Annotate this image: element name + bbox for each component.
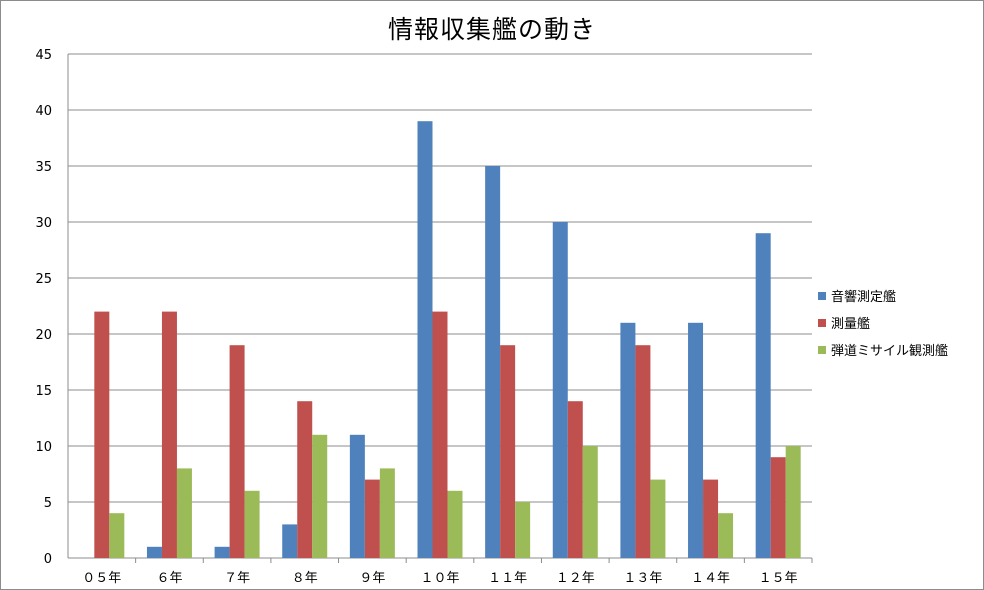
bar xyxy=(770,457,786,558)
x-tick-label: １３年 xyxy=(623,571,662,586)
y-tick-label: 40 xyxy=(35,104,52,119)
x-tick-label: ８年 xyxy=(292,571,318,586)
bar xyxy=(282,524,298,558)
bar xyxy=(432,311,448,558)
chart-title: 情報収集艦の動き xyxy=(387,15,596,44)
y-tick-label: 0 xyxy=(44,552,52,567)
y-tick-label: 30 xyxy=(35,216,52,231)
bar xyxy=(500,345,516,558)
y-tick-label: 35 xyxy=(35,160,52,175)
x-tick-label: １５年 xyxy=(759,571,798,586)
bar xyxy=(755,233,771,558)
bar xyxy=(297,401,313,558)
bar xyxy=(214,546,230,558)
y-tick-label: 45 xyxy=(35,48,52,63)
x-tick-label: ０５年 xyxy=(82,571,121,586)
bar xyxy=(635,345,651,558)
bar xyxy=(244,490,260,558)
bar xyxy=(379,468,395,558)
x-tick-label: ９年 xyxy=(359,571,385,586)
legend-label: 弾道ミサイル観測艦 xyxy=(831,344,949,359)
x-tick-label: １２年 xyxy=(556,571,595,586)
bar xyxy=(109,513,125,558)
legend-swatch xyxy=(818,291,826,300)
legend-item-acoustic: 音響測定艦 xyxy=(818,282,948,309)
legend-item-missile: 弾道ミサイル観測艦 xyxy=(818,336,948,363)
bar xyxy=(229,345,245,558)
legend-item-survey: 測量艦 xyxy=(818,309,948,336)
bar xyxy=(312,434,328,558)
bar xyxy=(650,479,666,558)
legend-swatch xyxy=(818,318,826,327)
bar xyxy=(582,446,598,558)
legend-swatch xyxy=(818,345,826,354)
y-tick-label: 10 xyxy=(35,440,52,455)
legend-label: 音響測定艦 xyxy=(831,290,897,305)
y-tick-label: 15 xyxy=(35,384,52,399)
bar xyxy=(552,222,568,558)
y-tick-label: 25 xyxy=(35,272,52,287)
bar xyxy=(364,479,380,558)
bar xyxy=(688,322,704,558)
x-tick-label: １１年 xyxy=(488,571,527,586)
bar xyxy=(146,546,162,558)
bar xyxy=(567,401,583,558)
x-tick-label: １４年 xyxy=(691,571,730,586)
bar xyxy=(620,322,636,558)
bar xyxy=(176,468,192,558)
bar xyxy=(485,166,501,558)
bar xyxy=(718,513,734,558)
y-tick-label: 5 xyxy=(44,496,52,511)
x-tick-label: １０年 xyxy=(420,571,459,586)
bar xyxy=(161,311,177,558)
bar xyxy=(417,121,433,558)
legend: 音響測定艦 測量艦 弾道ミサイル観測艦 xyxy=(818,282,948,363)
bar xyxy=(349,434,365,558)
legend-label: 測量艦 xyxy=(831,317,871,332)
bar xyxy=(94,311,110,558)
bar xyxy=(703,479,719,558)
x-tick-label: ６年 xyxy=(156,571,182,586)
bar xyxy=(515,502,531,558)
bar xyxy=(447,490,463,558)
y-tick-label: 20 xyxy=(35,328,52,343)
x-tick-label: ７年 xyxy=(224,571,250,586)
bar xyxy=(785,446,801,558)
